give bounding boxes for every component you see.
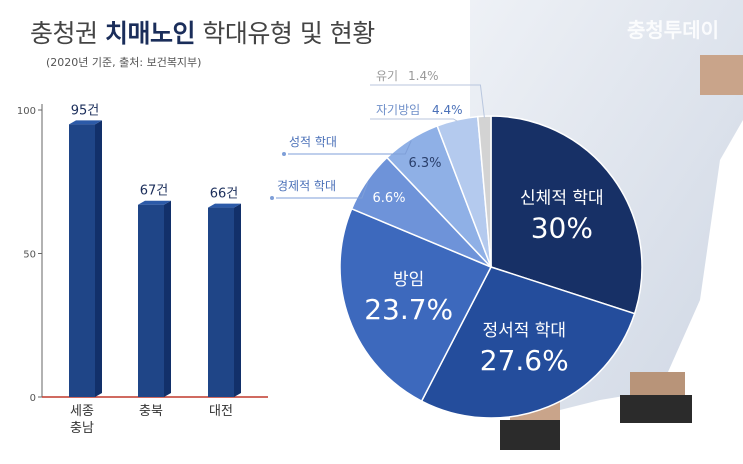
pie-leader-dot (270, 196, 274, 200)
pie-slice-label: 유기 (376, 69, 398, 83)
source-note: (2020년 기준, 출처: 보건복지부) (46, 56, 202, 69)
pie-leader-dot (282, 152, 286, 156)
bar-side (164, 200, 171, 397)
pie-slice-value: 6.3% (408, 156, 441, 171)
pie-leader-line (276, 182, 369, 199)
bar-value-label: 95건 (71, 103, 100, 118)
bar-top (138, 200, 171, 205)
pie-slice-label: 경제적 학대 (277, 179, 336, 193)
pie-slice (420, 266, 636, 419)
pie-slice-value: 1.4% (408, 69, 439, 83)
pie-slice-label: 성적 학대 (289, 135, 337, 149)
pie-leader-line (288, 140, 412, 155)
pie-slice-value: 4.4% (432, 103, 463, 117)
bar-side (234, 203, 241, 397)
bar (138, 204, 164, 397)
bar (69, 124, 95, 397)
pie-leader-line (370, 118, 458, 122)
pie-slice-label: 자기방임 (376, 103, 420, 117)
x-tick-label: 세종 (70, 404, 94, 419)
pie-slice-value: 27.6% (480, 344, 569, 377)
pie-slice-label: 정서적 학대 (482, 321, 566, 341)
bar-top (69, 120, 102, 125)
page-title: 충청권 치매노인 학대유형 및 현황 (30, 19, 375, 48)
y-tick-label: 0 (30, 393, 36, 404)
watermark-logo: 충청투데이 (627, 18, 719, 42)
pie-slice (490, 115, 643, 315)
x-tick-label: 대전 (209, 404, 233, 419)
bar-value-label: 66건 (210, 187, 239, 202)
bar (208, 207, 234, 397)
x-tick-label: 충남 (70, 421, 94, 436)
bar-side (95, 120, 102, 397)
y-tick-label: 50 (23, 250, 36, 261)
pie-leader-line (370, 84, 485, 118)
pie-slice-label: 신체적 학대 (520, 189, 604, 209)
x-tick-label: 충북 (139, 404, 163, 419)
bar-top (208, 203, 241, 208)
pie-slice (339, 207, 493, 403)
pie-slice-label: 방임 (393, 270, 424, 290)
pie-slice-value: 30% (531, 212, 593, 245)
pie-slice-value: 6.6% (373, 191, 406, 206)
bar-value-label: 67건 (140, 184, 169, 199)
y-tick-label: 100 (17, 106, 36, 117)
pie-slice-value: 23.7% (364, 293, 453, 326)
